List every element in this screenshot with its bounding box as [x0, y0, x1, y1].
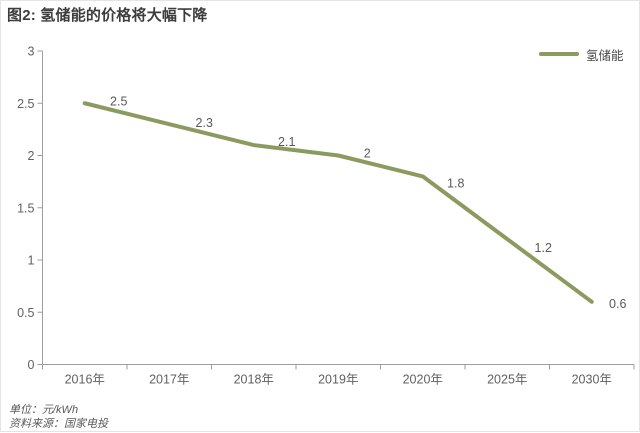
x-axis-tick-label: 2030年	[572, 373, 612, 387]
data-point-label: 1.2	[535, 241, 552, 255]
chart-title: 图2: 氢储能的价格将大幅下降	[7, 7, 208, 24]
y-axis-tick-label: 3	[28, 45, 35, 59]
source-note: 资料来源：国家电投	[9, 418, 108, 430]
x-axis-tick-label: 2025年	[487, 373, 527, 387]
chart-footnotes: 单位：元/kWh 资料来源：国家电投	[9, 403, 108, 431]
y-axis-tick-label: 1.5	[17, 201, 34, 215]
x-axis-tick-label: 2018年	[234, 373, 274, 387]
data-point-label: 2.3	[196, 116, 213, 130]
x-axis-tick-label: 2020年	[403, 373, 443, 387]
axes	[42, 51, 634, 365]
unit-note: 单位：元/kWh	[9, 404, 79, 416]
data-point-label: 2	[364, 147, 371, 161]
y-axis-tick-label: 2.5	[17, 97, 34, 111]
data-point-label: 0.6	[609, 297, 626, 311]
x-axis-tick-label: 2016年	[65, 373, 105, 387]
series-line	[82, 101, 594, 304]
y-axis-tick-label: 2	[28, 149, 35, 163]
y-axis-tick-label: 0.5	[17, 306, 34, 320]
y-axis-tick-label: 1	[28, 254, 35, 268]
legend-label: 氢储能	[586, 48, 624, 63]
data-point-label: 1.8	[447, 176, 464, 190]
data-point-label: 2.5	[110, 94, 127, 108]
x-axis-tick-label: 2019年	[318, 373, 358, 387]
data-point-label: 2.1	[278, 135, 295, 149]
legend: 氢储能	[539, 46, 624, 63]
x-axis-tick-label: 2017年	[149, 373, 189, 387]
y-axis-tick-label: 0	[28, 358, 35, 372]
legend-line-swatch	[539, 52, 579, 56]
